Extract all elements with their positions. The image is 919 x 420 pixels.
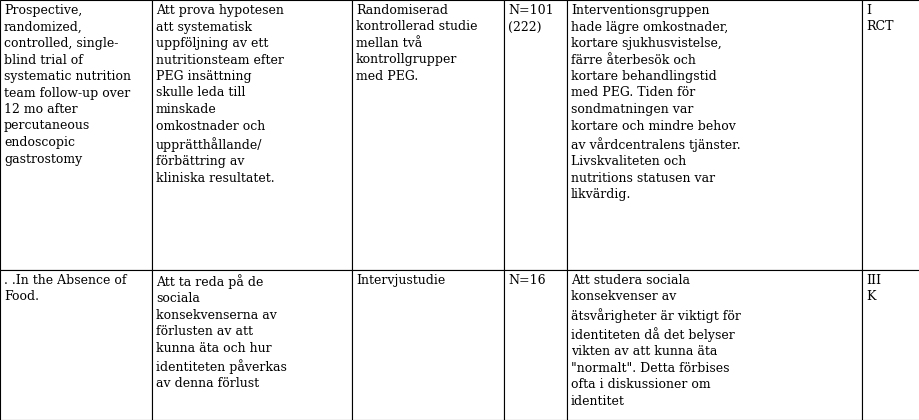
Text: N=16: N=16 bbox=[507, 274, 545, 287]
Text: Att studera sociala
konsekvenser av
ätsvårigheter är viktigt för
identiteten då : Att studera sociala konsekvenser av ätsv… bbox=[571, 274, 740, 407]
Text: Att prova hypotesen
att systematisk
uppföljning av ett
nutritionsteam efter
PEG : Att prova hypotesen att systematisk uppf… bbox=[156, 4, 284, 184]
Bar bbox=[152, 0, 352, 270]
Bar bbox=[566, 0, 861, 270]
Bar bbox=[0, 270, 152, 420]
Bar bbox=[861, 270, 919, 420]
Bar bbox=[0, 0, 152, 270]
Text: Interventionsgruppen
hade lägre omkostnader,
kortare sjukhusvistelse,
färre åter: Interventionsgruppen hade lägre omkostna… bbox=[571, 4, 740, 201]
Text: Att ta reda på de
sociala
konsekvenserna av
förlusten av att
kunna äta och hur
i: Att ta reda på de sociala konsekvenserna… bbox=[156, 274, 287, 391]
Text: III
K: III K bbox=[865, 274, 880, 304]
Text: Randomiserad
kontrollerad studie
mellan två
kontrollgrupper
med PEG.: Randomiserad kontrollerad studie mellan … bbox=[356, 4, 477, 83]
Text: Prospective,
randomized,
controlled, single-
blind trial of
systematic nutrition: Prospective, randomized, controlled, sin… bbox=[4, 4, 130, 165]
Bar bbox=[152, 270, 352, 420]
Bar bbox=[504, 0, 566, 270]
Bar bbox=[352, 270, 504, 420]
Text: I
RCT: I RCT bbox=[865, 4, 892, 34]
Bar bbox=[566, 270, 861, 420]
Bar bbox=[504, 270, 566, 420]
Bar bbox=[352, 0, 504, 270]
Text: Intervjustudie: Intervjustudie bbox=[356, 274, 445, 287]
Bar bbox=[861, 0, 919, 270]
Text: N=101
(222): N=101 (222) bbox=[507, 4, 553, 34]
Text: . .In the Absence of
Food.: . .In the Absence of Food. bbox=[4, 274, 127, 304]
